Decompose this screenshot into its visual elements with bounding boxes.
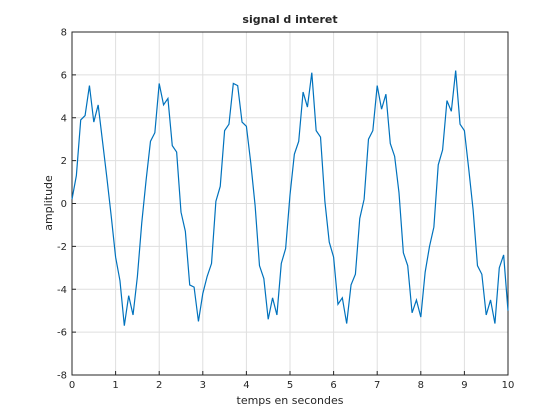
y-tick-label: 0 [61,199,67,210]
x-tick-label: 2 [156,380,162,391]
y-axis-label: amplitude [42,175,55,231]
y-tick-label: -2 [57,242,67,253]
x-axis-label: temps en secondes [237,394,344,407]
x-tick-label: 7 [374,380,380,391]
y-tick-label: 8 [61,28,67,39]
x-tick-label: 6 [330,380,336,391]
x-tick-label: 4 [243,380,249,391]
signal-line [71,70,509,326]
y-tick-label: 2 [61,156,67,167]
y-tick-label: -6 [57,328,67,339]
x-tick-label: 5 [287,380,293,391]
plot-frame [71,31,509,376]
y-tick-label: 4 [61,113,67,124]
chart-title: signal d interet [242,13,337,26]
x-tick-label: 1 [112,380,118,391]
y-tick-label: -8 [57,371,67,382]
x-tick-label: 10 [502,380,515,391]
x-tick-label: 3 [200,380,206,391]
x-tick-label: 9 [461,380,467,391]
y-tick-label: 6 [61,70,67,81]
y-tick-label: -4 [57,285,67,296]
x-tick-label: 0 [69,380,75,391]
x-tick-label: 8 [418,380,424,391]
